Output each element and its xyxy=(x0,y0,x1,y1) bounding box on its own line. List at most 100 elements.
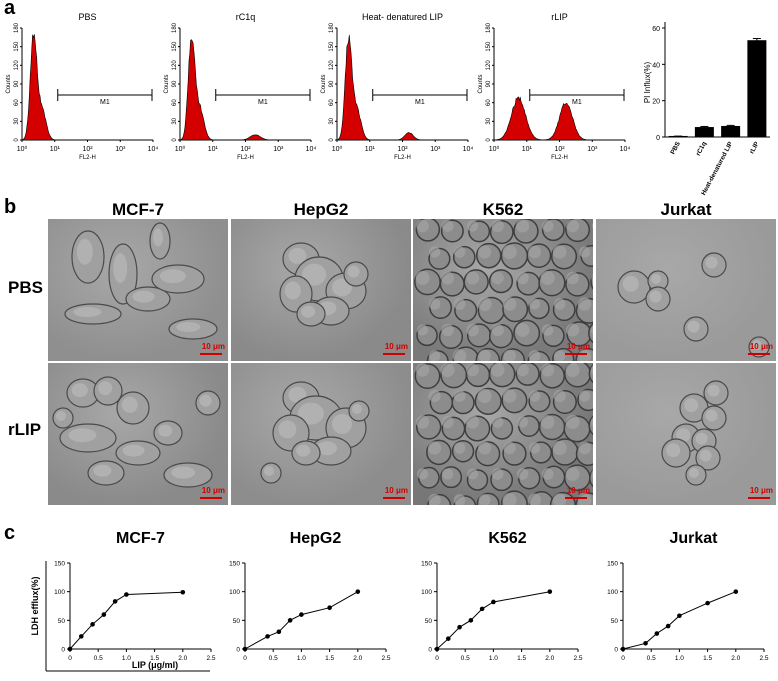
cell-highlight xyxy=(705,256,718,269)
ldh-chart-3: Jurkat 0 50 100 150 0 0.5 1.0 1.5 2.0 2.5 xyxy=(607,530,769,662)
ldh-chart-title: K562 xyxy=(488,530,526,547)
cell-highlight xyxy=(553,389,566,403)
ldh-series-line xyxy=(622,591,736,650)
histogram-y-tick-label: 90 xyxy=(329,80,335,87)
ldh-chart-0: MCF-7 0 50 100 150 0 0.5 1.0 1.5 2.0 2.5 LDH efflux… xyxy=(30,530,216,672)
cell-highlight xyxy=(176,322,201,332)
ldh-x-label: LIP (μg/ml) xyxy=(132,660,178,670)
cell-highlight xyxy=(171,466,196,479)
histogram-x-tick-label: 10⁴ xyxy=(306,146,317,153)
histogram-x-tick-label: 10³ xyxy=(587,146,598,153)
histogram-title: rLIP xyxy=(551,12,568,22)
histogram-x-label: FL2-H xyxy=(394,155,411,161)
ldh-x-tick-label: 2.0 xyxy=(545,655,554,662)
cell-highlight xyxy=(502,297,517,311)
cell-highlight xyxy=(296,444,311,457)
cell-highlight xyxy=(452,349,467,361)
cell-highlight xyxy=(528,493,542,505)
micrograph-rlip-mcf7: 10 μm xyxy=(48,363,228,505)
micrograph-rlip-hepg2: 10 μm xyxy=(231,363,411,505)
histogram-y-tick-label: 0 xyxy=(172,138,178,142)
histogram-x-label: FL2-H xyxy=(551,155,568,161)
gate-label: M1 xyxy=(100,99,110,106)
ldh-data-point xyxy=(327,605,332,611)
cell-highlight xyxy=(466,363,479,377)
cell-highlight xyxy=(428,441,442,455)
cell-highlight xyxy=(515,323,530,337)
cell-highlight xyxy=(590,365,593,375)
histogram-y-tick-label: 150 xyxy=(14,41,20,52)
ldh-x-tick-label: 0.5 xyxy=(461,655,470,662)
histogram-x-label: FL2-H xyxy=(237,155,254,161)
histogram-y-tick-label: 30 xyxy=(486,117,492,124)
ldh-chart-2: K562 0 50 100 150 0 0.5 1.0 1.5 2.0 2.5 xyxy=(421,530,583,662)
cell-highlight xyxy=(528,245,542,259)
cell-highlight xyxy=(528,390,541,402)
ldh-y-tick-label: 150 xyxy=(421,561,432,568)
ldh-x-tick-label: 1.0 xyxy=(489,655,498,662)
cell-highlight xyxy=(478,245,492,259)
panel-label-a: a xyxy=(4,0,16,19)
cell-highlight xyxy=(591,469,593,479)
cell-highlight xyxy=(516,468,529,480)
histogram-title: rC1q xyxy=(236,12,256,22)
ldh-y-tick-label: 0 xyxy=(61,647,65,654)
cell-highlight xyxy=(490,363,505,377)
cell-highlight xyxy=(477,388,492,404)
histogram-x-tick-label: 10² xyxy=(82,146,93,153)
cell-highlight xyxy=(113,253,128,283)
cell-highlight xyxy=(541,468,554,480)
gate-label: M1 xyxy=(415,99,425,106)
row-label-pbs: PBS xyxy=(8,278,43,297)
ldh-chart-title: Jurkat xyxy=(669,530,718,547)
histogram-y-tick-label: 120 xyxy=(172,60,178,71)
cell-highlight xyxy=(428,389,441,403)
ldh-data-point xyxy=(434,646,440,652)
cell-highlight xyxy=(453,246,466,258)
histogram-y-tick-label: 90 xyxy=(14,80,20,87)
ldh-data-point xyxy=(445,636,451,641)
ldh-data-point xyxy=(242,646,248,652)
cell xyxy=(590,274,593,290)
cell-highlight xyxy=(503,441,516,455)
cell-highlight xyxy=(752,340,762,350)
cell-highlight xyxy=(56,411,66,421)
scale-bar-label: 10 μm xyxy=(749,486,773,495)
histogram-x-tick-label: 10⁰ xyxy=(17,145,28,153)
cell-highlight xyxy=(453,298,466,310)
cell-highlight xyxy=(415,271,430,285)
histogram-curve xyxy=(493,96,625,141)
histogram-3: rLIP 0 30 60 90 120 150 180 Counts 10⁰ 10¹ 10² 10³ 10… xyxy=(478,12,630,161)
histogram-y-tick-label: 0 xyxy=(14,138,20,142)
ldh-y-tick-label: 100 xyxy=(421,589,432,596)
ldh-y-tick-label: 0 xyxy=(236,647,240,654)
ldh-data-point xyxy=(112,599,118,604)
ldh-x-tick-label: 1.0 xyxy=(675,655,684,662)
cell-highlight xyxy=(76,238,93,265)
cell-highlight xyxy=(566,219,580,233)
bar xyxy=(747,40,767,138)
micrograph-cells xyxy=(617,252,770,358)
cell-highlight xyxy=(528,442,541,454)
micrograph-cells xyxy=(279,242,369,327)
ldh-x-tick-label: 2.5 xyxy=(759,655,768,662)
histogram-x-tick-label: 10³ xyxy=(273,146,284,153)
cell-highlight xyxy=(552,245,567,259)
cell-highlight xyxy=(491,416,504,428)
histogram-y-tick-label: 180 xyxy=(14,22,20,33)
cell-highlight xyxy=(428,246,441,258)
cell-highlight xyxy=(578,441,591,455)
ldh-data-point xyxy=(677,613,682,619)
ldh-x-tick-label: 1.5 xyxy=(517,655,526,662)
scale-bar xyxy=(748,353,770,355)
cell-highlight xyxy=(93,464,112,477)
ldh-x-tick-label: 2.5 xyxy=(381,655,390,662)
cell-highlight xyxy=(477,296,492,312)
cell-highlight xyxy=(689,468,699,478)
histogram-curve xyxy=(179,39,311,141)
scale-bar-label: 10 μm xyxy=(384,342,408,351)
ldh-chart-title: MCF-7 xyxy=(116,530,165,547)
cell-highlight xyxy=(159,269,186,284)
cell-highlight xyxy=(565,363,580,378)
cell-highlight xyxy=(466,271,480,285)
